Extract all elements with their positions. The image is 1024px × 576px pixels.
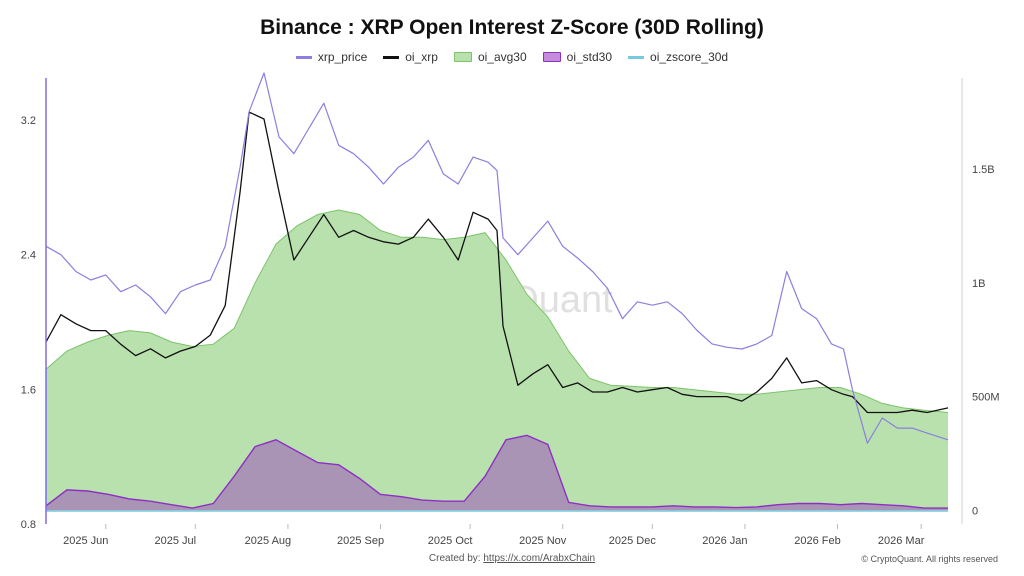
legend-swatch-oi-zscore-30d bbox=[628, 55, 645, 59]
legend-label-oi-avg30: oi_avg30 bbox=[477, 50, 527, 64]
legend-swatch-oi-std30 bbox=[542, 52, 561, 62]
footer-created-prefix: Created by: bbox=[428, 553, 484, 564]
legend-item-xrp-price[interactable]: xrp_price bbox=[295, 50, 368, 64]
x-tick-label: 2025 Jul bbox=[155, 535, 197, 547]
x-tick-label: 2025 Jun bbox=[63, 535, 108, 547]
y-left-tick-label: 0.8 bbox=[21, 519, 36, 531]
y-right-tick-label: 500M bbox=[972, 392, 1000, 404]
series-oi-std30-area bbox=[46, 435, 948, 511]
series-oi-avg30-area bbox=[46, 210, 948, 511]
series-oi-xrp-line bbox=[45, 111, 949, 414]
legend-label-xrp-price: xrp_price bbox=[317, 50, 368, 64]
legend-label-oi-zscore-30d: oi_zscore_30d bbox=[650, 50, 729, 64]
chart-title: Binance : XRP Open Interest Z-Score (30D… bbox=[260, 16, 764, 39]
legend-item-oi-xrp[interactable]: oi_xrp bbox=[383, 50, 438, 64]
legend-swatch-xrp-price bbox=[295, 55, 312, 59]
legend-label-oi-xrp: oi_xrp bbox=[405, 50, 438, 64]
footer-created-by: Created by: https://x.com/ArabxChain bbox=[0, 553, 1024, 564]
y-right-tick-label: 1.5B bbox=[972, 164, 995, 176]
footer-created-link[interactable]: https://x.com/ArabxChain bbox=[483, 553, 596, 564]
series-oi-std30-line bbox=[45, 434, 948, 509]
legend-item-oi-avg30[interactable]: oi_avg30 bbox=[453, 50, 527, 64]
series-xrp-price-line bbox=[45, 72, 949, 444]
legend-item-oi-std30[interactable]: oi_std30 bbox=[542, 50, 613, 64]
x-tick-label: 2026 Jan bbox=[702, 535, 747, 547]
x-tick-label: 2025 Dec bbox=[609, 535, 657, 547]
x-tick-label: 2025 Oct bbox=[428, 535, 473, 547]
x-tick-label: 2025 Nov bbox=[519, 535, 567, 547]
legend-swatch-oi-xrp bbox=[383, 55, 400, 59]
x-tick-label: 2025 Aug bbox=[245, 535, 292, 547]
y-left-tick-label: 2.4 bbox=[21, 250, 36, 262]
x-tick-label: 2026 Mar bbox=[878, 535, 925, 547]
legend: xrp_price oi_xrp oi_avg30 oi_std30 oi_zs… bbox=[0, 50, 1024, 64]
x-tick-label: 2025 Sep bbox=[337, 535, 384, 547]
y-left-tick-label: 1.6 bbox=[21, 384, 36, 396]
x-tick-label: 2026 Feb bbox=[794, 535, 840, 547]
footer-copyright: © CryptoQuant. All rights reserved bbox=[861, 554, 998, 564]
legend-item-oi-zscore-30d[interactable]: oi_zscore_30d bbox=[628, 50, 728, 64]
y-right-tick-label: 0 bbox=[972, 505, 978, 517]
y-right-tick-label: 1B bbox=[972, 278, 985, 290]
y-left-tick-label: 3.2 bbox=[21, 115, 36, 127]
legend-swatch-oi-avg30 bbox=[453, 52, 472, 62]
legend-label-oi-std30: oi_std30 bbox=[566, 50, 613, 64]
